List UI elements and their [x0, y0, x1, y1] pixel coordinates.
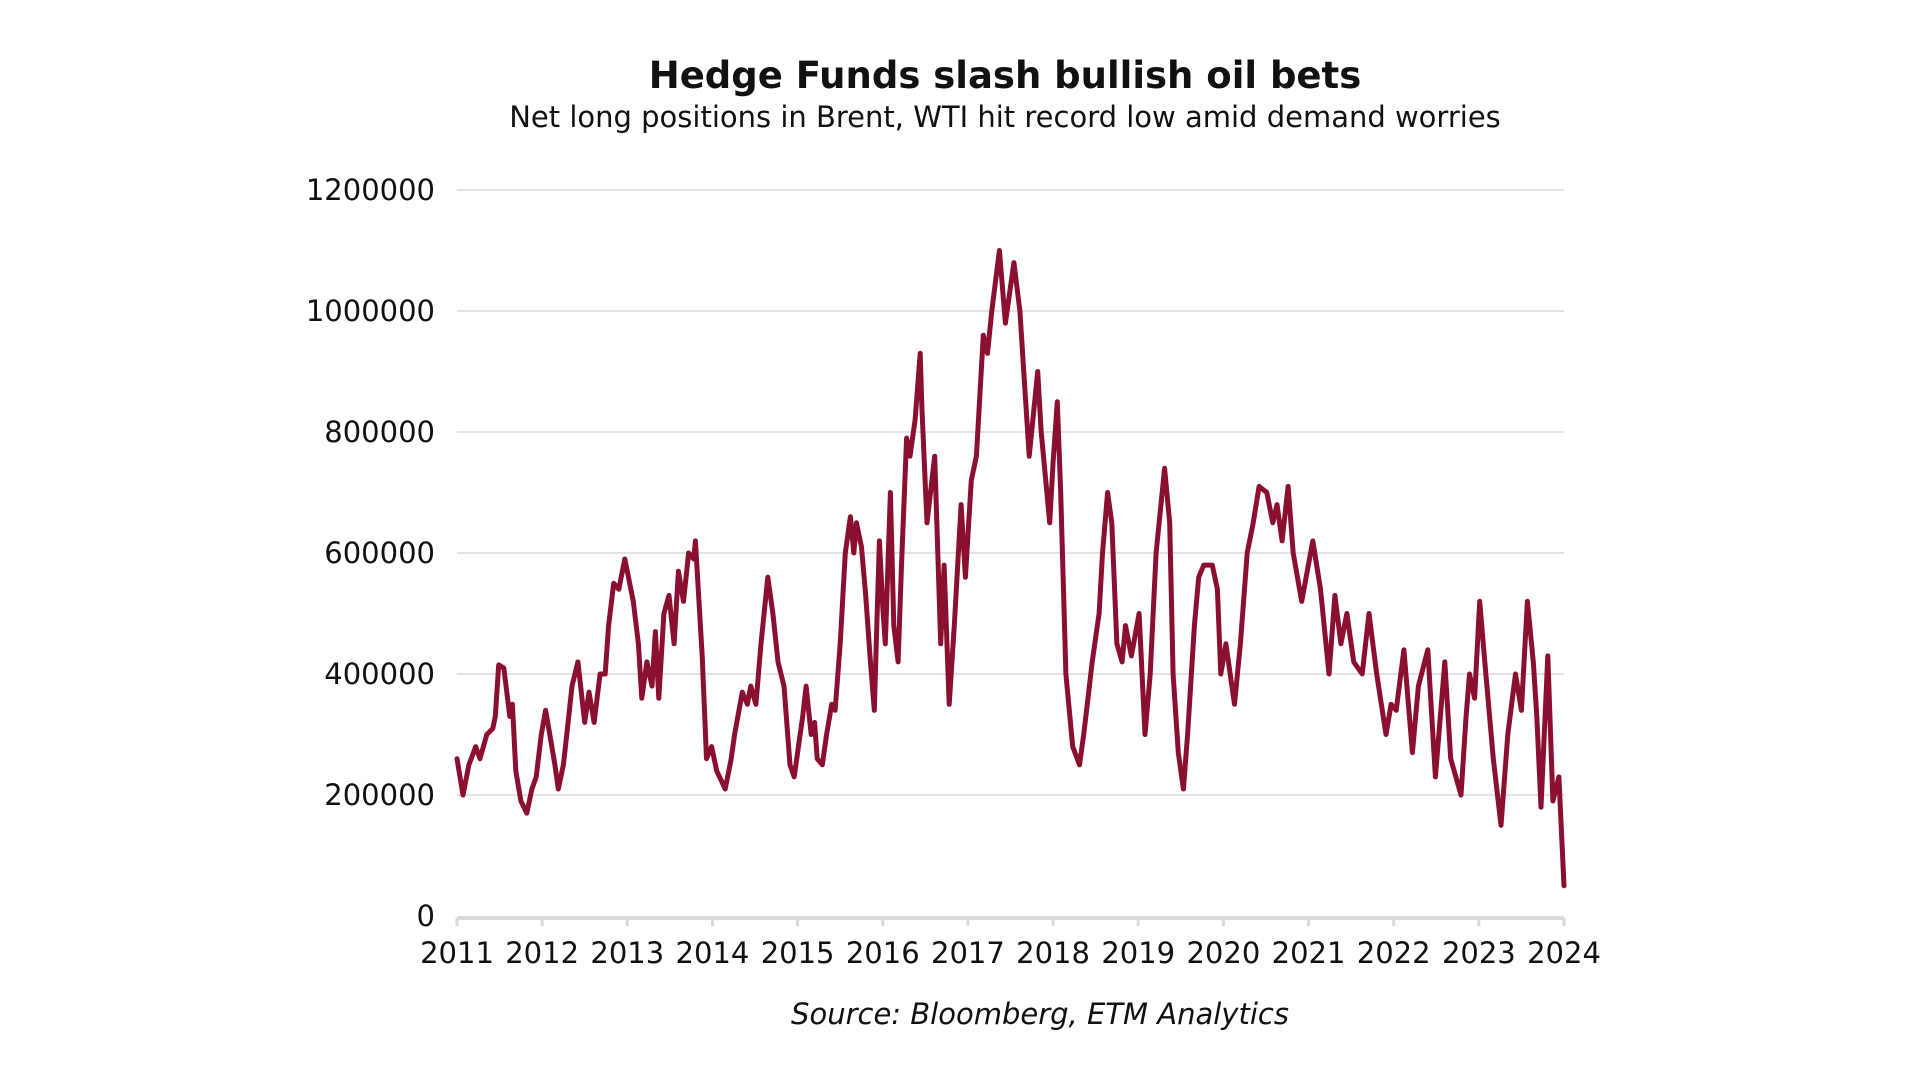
- x-tick-label: 2016: [846, 936, 920, 970]
- source-note: Source: Bloomberg, ETM Analytics: [791, 997, 1289, 1031]
- x-axis: 2011 2012 2013 2014 2015 2016 2017 2018 2019 2020…: [420, 916, 1601, 970]
- series-layer: [454, 248, 1567, 889]
- x-tick-label: 2020: [1186, 936, 1260, 970]
- y-tick-label: 800000: [324, 415, 435, 449]
- x-tick-label: 2011: [420, 936, 494, 970]
- x-tick-label: 2022: [1357, 936, 1431, 970]
- x-tick-label: 2014: [676, 936, 750, 970]
- y-tick-label: 1200000: [306, 173, 435, 207]
- y-tick-label: 400000: [324, 657, 435, 691]
- gridlines: [457, 189, 1564, 796]
- x-tick-label: 2023: [1442, 936, 1516, 970]
- chart-title: Hedge Funds slash bullish oil bets: [648, 54, 1362, 97]
- x-tick-label: 2013: [590, 936, 664, 970]
- y-tick-label: 600000: [324, 536, 435, 570]
- chart-subtitle: Net long positions in Brent, WTI hit rec…: [509, 100, 1501, 134]
- y-axis-ticks: 0 200000 400000 600000 800000 1000000 1200000: [306, 173, 435, 933]
- x-tick-label: 2024: [1527, 936, 1601, 970]
- y-tick-label: 0: [417, 899, 435, 933]
- y-tick-label: 200000: [324, 778, 435, 812]
- x-tick-label: 2015: [761, 936, 835, 970]
- x-tick-label: 2019: [1101, 936, 1175, 970]
- x-tick-label: 2021: [1272, 936, 1346, 970]
- y-tick-label: 1000000: [306, 294, 435, 328]
- x-tick-label: 2017: [931, 936, 1005, 970]
- x-tick-label: 2012: [505, 936, 579, 970]
- x-tick-label: 2018: [1016, 936, 1090, 970]
- series-line-net-long-positions: [454, 248, 1567, 889]
